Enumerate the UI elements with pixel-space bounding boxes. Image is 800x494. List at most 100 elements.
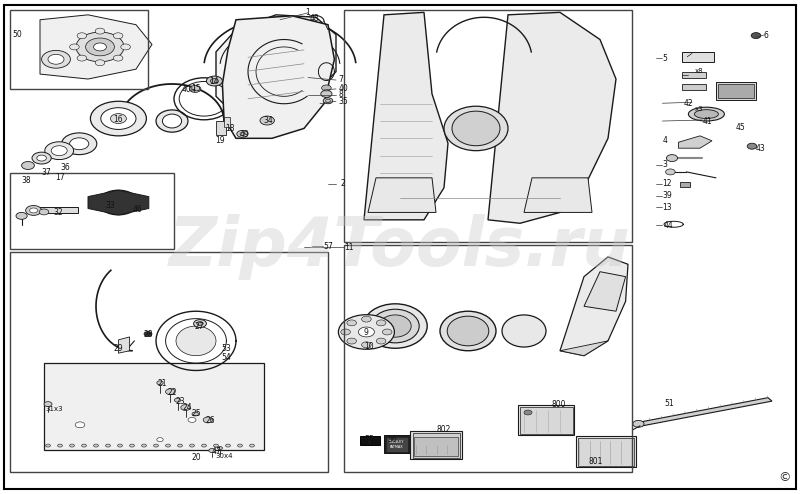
Text: 54: 54	[222, 353, 231, 362]
Ellipse shape	[156, 110, 188, 132]
Text: 11: 11	[344, 243, 354, 251]
Text: 48: 48	[310, 14, 319, 23]
Text: 801: 801	[589, 457, 603, 466]
Text: 39: 39	[662, 191, 672, 200]
Text: 22: 22	[167, 388, 177, 397]
Text: 4: 4	[662, 136, 667, 145]
Polygon shape	[364, 12, 448, 220]
Circle shape	[101, 108, 136, 129]
Ellipse shape	[440, 311, 496, 351]
Polygon shape	[488, 12, 616, 223]
Ellipse shape	[447, 316, 489, 346]
Text: 36: 36	[61, 164, 70, 172]
Text: 57: 57	[323, 242, 333, 250]
Text: 31х3: 31х3	[46, 406, 63, 412]
Circle shape	[118, 444, 122, 447]
Ellipse shape	[379, 315, 411, 337]
Circle shape	[26, 206, 42, 215]
Circle shape	[46, 444, 50, 447]
Circle shape	[347, 338, 357, 344]
Circle shape	[77, 33, 86, 39]
Circle shape	[16, 212, 27, 219]
Text: 14: 14	[210, 77, 219, 86]
Circle shape	[70, 444, 74, 447]
Circle shape	[322, 85, 331, 91]
Polygon shape	[216, 15, 336, 116]
Circle shape	[751, 33, 761, 39]
Circle shape	[106, 444, 110, 447]
Circle shape	[166, 444, 170, 447]
Text: 45: 45	[736, 123, 746, 132]
Circle shape	[376, 338, 386, 344]
Bar	[216, 121, 226, 135]
Circle shape	[376, 320, 386, 326]
Circle shape	[94, 444, 98, 447]
Text: 47: 47	[211, 447, 221, 456]
Circle shape	[210, 79, 218, 83]
Text: Zip4Tools.ru: Zip4Tools.ru	[169, 214, 631, 280]
Circle shape	[181, 405, 190, 411]
Circle shape	[362, 342, 371, 348]
Text: 42: 42	[684, 99, 694, 108]
Text: 10: 10	[364, 342, 374, 351]
Text: 26: 26	[206, 416, 215, 425]
Ellipse shape	[688, 107, 725, 121]
Circle shape	[747, 143, 757, 149]
Circle shape	[75, 422, 85, 428]
Text: 16: 16	[114, 115, 123, 124]
Text: 1: 1	[306, 8, 310, 17]
Circle shape	[94, 43, 106, 51]
Circle shape	[323, 98, 333, 104]
Circle shape	[197, 322, 203, 326]
Circle shape	[190, 85, 201, 92]
Bar	[44, 363, 264, 450]
Circle shape	[157, 438, 163, 442]
Bar	[10, 252, 328, 472]
Bar	[386, 437, 408, 452]
Text: 802: 802	[437, 425, 451, 434]
Polygon shape	[638, 398, 772, 426]
Circle shape	[166, 389, 175, 395]
Circle shape	[144, 331, 152, 336]
Circle shape	[338, 315, 394, 349]
Text: 40н: 40н	[182, 85, 196, 94]
Text: 3: 3	[662, 160, 667, 169]
Text: 41: 41	[702, 117, 712, 125]
Text: x8: x8	[694, 68, 703, 74]
Circle shape	[209, 449, 215, 453]
Circle shape	[51, 146, 67, 156]
Text: 32: 32	[54, 208, 63, 217]
Text: 40: 40	[338, 84, 348, 93]
Circle shape	[76, 32, 124, 62]
Circle shape	[114, 55, 123, 61]
Bar	[682, 52, 714, 62]
Circle shape	[666, 155, 678, 162]
Circle shape	[37, 155, 46, 161]
Circle shape	[192, 412, 198, 416]
Circle shape	[226, 444, 230, 447]
Circle shape	[48, 54, 64, 64]
Text: 50: 50	[13, 30, 22, 39]
Bar	[384, 435, 410, 453]
Text: 53: 53	[222, 344, 231, 353]
Circle shape	[90, 101, 146, 136]
Polygon shape	[560, 341, 608, 356]
Circle shape	[106, 195, 130, 210]
Text: 21: 21	[158, 379, 167, 388]
Circle shape	[633, 420, 644, 427]
Circle shape	[95, 60, 105, 66]
Bar	[344, 245, 632, 472]
Circle shape	[321, 90, 332, 97]
Text: 49: 49	[239, 130, 249, 139]
Bar	[682, 84, 706, 90]
Bar	[10, 10, 148, 89]
Bar	[224, 117, 230, 127]
Circle shape	[214, 444, 218, 447]
Circle shape	[22, 162, 34, 169]
Circle shape	[142, 444, 146, 447]
Circle shape	[194, 320, 206, 328]
Text: 15: 15	[191, 84, 201, 93]
Text: 34: 34	[263, 116, 273, 125]
Text: 9: 9	[364, 329, 369, 337]
Circle shape	[58, 444, 62, 447]
